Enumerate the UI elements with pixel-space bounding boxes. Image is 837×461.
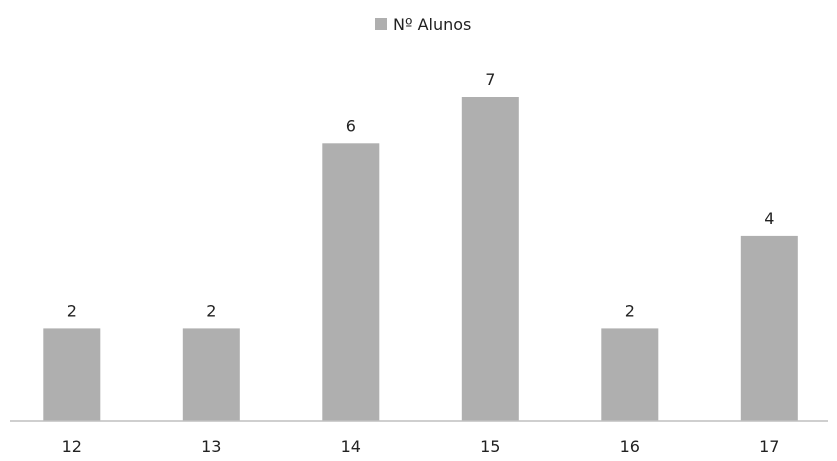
data-label-16: 2 — [625, 301, 635, 320]
x-tick-label-12: 12 — [62, 437, 82, 456]
bar-17 — [740, 235, 798, 421]
data-label-13: 2 — [206, 301, 216, 320]
x-tick-label-17: 17 — [759, 437, 779, 456]
legend: Nº Alunos — [375, 15, 471, 34]
data-label-17: 4 — [764, 209, 774, 228]
data-label-14: 6 — [346, 116, 356, 135]
bar-12 — [43, 328, 101, 421]
data-label-12: 2 — [67, 301, 77, 320]
bar-14 — [322, 143, 380, 422]
legend-swatch — [375, 18, 387, 30]
legend-label: Nº Alunos — [393, 15, 471, 34]
x-tick-labels-group: 12 13 14 15 16 17 — [62, 437, 780, 456]
bars-group — [43, 97, 798, 422]
bar-16 — [601, 328, 659, 421]
x-tick-label-13: 13 — [201, 437, 221, 456]
bar-15 — [461, 97, 519, 421]
bar-13 — [182, 328, 240, 421]
data-labels-group: 2 2 6 7 2 4 — [67, 70, 775, 320]
data-label-15: 7 — [485, 70, 495, 89]
x-tick-label-14: 14 — [341, 437, 361, 456]
x-tick-label-16: 16 — [620, 437, 640, 456]
x-tick-label-15: 15 — [480, 437, 500, 456]
